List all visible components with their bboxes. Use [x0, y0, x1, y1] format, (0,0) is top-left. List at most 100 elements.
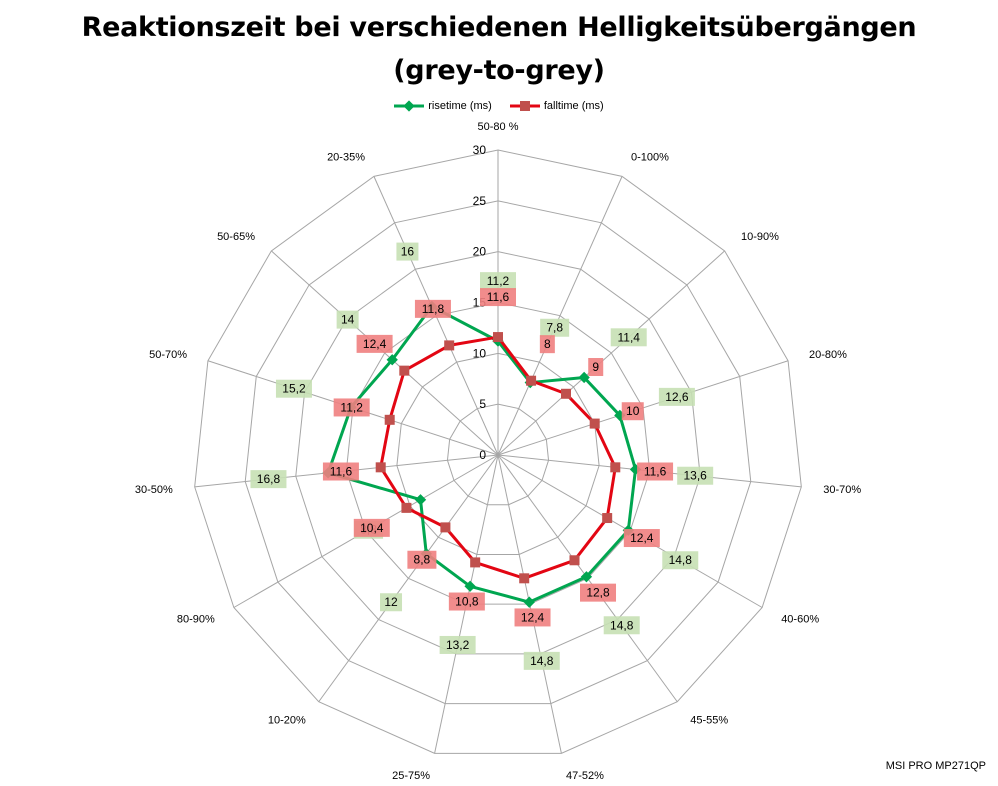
data-label-bg — [407, 550, 437, 569]
data-label: 10,4 — [360, 521, 384, 535]
data-point — [375, 462, 386, 473]
data-label: 11,6 — [487, 290, 510, 304]
tick-label: 25 — [473, 194, 487, 208]
category-label: 50-65% — [217, 231, 255, 243]
data-label-bg — [623, 529, 660, 548]
category-label: 30-70% — [823, 484, 861, 496]
data-label-bg — [588, 358, 604, 377]
data-label: 12 — [384, 595, 398, 609]
data-label: 15,2 — [282, 382, 306, 396]
axis-spoke — [497, 176, 623, 456]
data-label-bg — [662, 551, 699, 570]
tick-label: 30 — [473, 143, 487, 157]
data-point — [526, 375, 537, 386]
data-label-bg — [356, 334, 393, 353]
grid-ring-10 — [396, 352, 600, 555]
data-label-bg — [480, 288, 516, 307]
data-label: 11,8 — [422, 302, 445, 316]
category-label: 10-20% — [268, 715, 306, 727]
data-label-bg — [480, 272, 516, 291]
tick-label: 5 — [479, 397, 486, 411]
data-label: 13,6 — [684, 469, 708, 483]
data-point — [399, 365, 410, 376]
data-point — [610, 462, 621, 473]
grid-ring-20 — [295, 251, 701, 655]
data-label: 14,8 — [530, 654, 554, 668]
data-point — [578, 371, 590, 384]
data-point — [384, 414, 395, 425]
data-label: 11,6 — [644, 465, 667, 479]
data-label-bg — [380, 593, 403, 612]
data-label-bg — [275, 379, 312, 398]
data-label: 16,8 — [257, 472, 281, 486]
data-label: 11,2 — [487, 274, 510, 288]
data-label-bg — [637, 462, 674, 481]
data-label: 9 — [592, 360, 599, 374]
data-label-bg — [250, 470, 287, 489]
category-label: 80-90% — [177, 614, 215, 626]
tick-label: 10 — [473, 346, 487, 360]
data-point — [580, 571, 593, 583]
data-label: 12,4 — [521, 610, 545, 624]
legend-item-risetime: risetime (ms) — [394, 100, 492, 112]
category-label: 40-60% — [781, 614, 819, 626]
data-label: 14 — [341, 313, 355, 327]
category-label: 20-35% — [327, 151, 365, 163]
data-label: 12,6 — [665, 390, 689, 404]
data-point — [440, 522, 451, 533]
grid-ring-25 — [244, 200, 752, 705]
data-label-bg — [677, 466, 714, 485]
category-label: 30-50% — [135, 484, 173, 496]
data-label: 8,8 — [414, 553, 431, 567]
data-label-bg — [539, 335, 555, 354]
category-label: 20-80% — [809, 349, 847, 361]
data-label: 13,2 — [446, 638, 470, 652]
data-label: 10 — [626, 404, 640, 418]
watermark: MSI PRO MP271QP — [885, 760, 986, 772]
data-point — [401, 502, 412, 513]
chart-title: Reaktionszeit bei verschiedenen Helligke… — [81, 12, 917, 43]
series-line-1 — [379, 335, 617, 580]
data-label: 14,8 — [610, 618, 634, 632]
axis-spoke — [271, 250, 499, 456]
data-label-bg — [322, 462, 359, 481]
data-point — [464, 580, 476, 592]
legend-swatch-risetime — [394, 100, 425, 112]
data-label-bg — [540, 318, 570, 337]
data-point — [560, 388, 571, 399]
data-point — [589, 418, 600, 429]
data-point — [444, 340, 455, 351]
data-label-bg — [658, 387, 695, 406]
data-label: 16 — [401, 245, 415, 259]
data-label-bg — [448, 592, 485, 611]
data-label-bg — [333, 398, 370, 417]
category-label: 45-55% — [690, 715, 728, 727]
data-point — [470, 557, 481, 568]
data-label: 12,8 — [586, 586, 610, 600]
data-label-bg — [523, 651, 560, 670]
chart-legend: risetime (ms) falltime (ms) — [0, 100, 998, 112]
grid-ring-30 — [194, 149, 802, 754]
category-label: 0-100% — [631, 151, 669, 163]
data-point — [523, 596, 535, 608]
grid-ring-5 — [446, 403, 550, 506]
legend-label-falltime: falltime (ms) — [543, 100, 604, 112]
data-label: 8 — [544, 337, 551, 351]
axis-spoke — [497, 250, 725, 456]
data-label: 14,8 — [669, 553, 693, 567]
data-label-bg — [439, 635, 476, 654]
chart-subtitle: (grey-to-grey) — [393, 55, 605, 86]
category-label: 10-90% — [741, 231, 779, 243]
data-label: 7,8 — [546, 321, 563, 335]
data-label-bg — [414, 299, 451, 318]
data-point — [386, 354, 398, 366]
data-label: 12,4 — [363, 337, 387, 351]
series-line-0 — [326, 304, 638, 604]
data-point — [569, 555, 580, 566]
legend-label-risetime: risetime (ms) — [428, 100, 492, 112]
data-point — [414, 494, 427, 506]
data-label-bg — [353, 518, 390, 537]
data-point — [519, 573, 530, 584]
category-label: 47-52% — [566, 770, 604, 782]
